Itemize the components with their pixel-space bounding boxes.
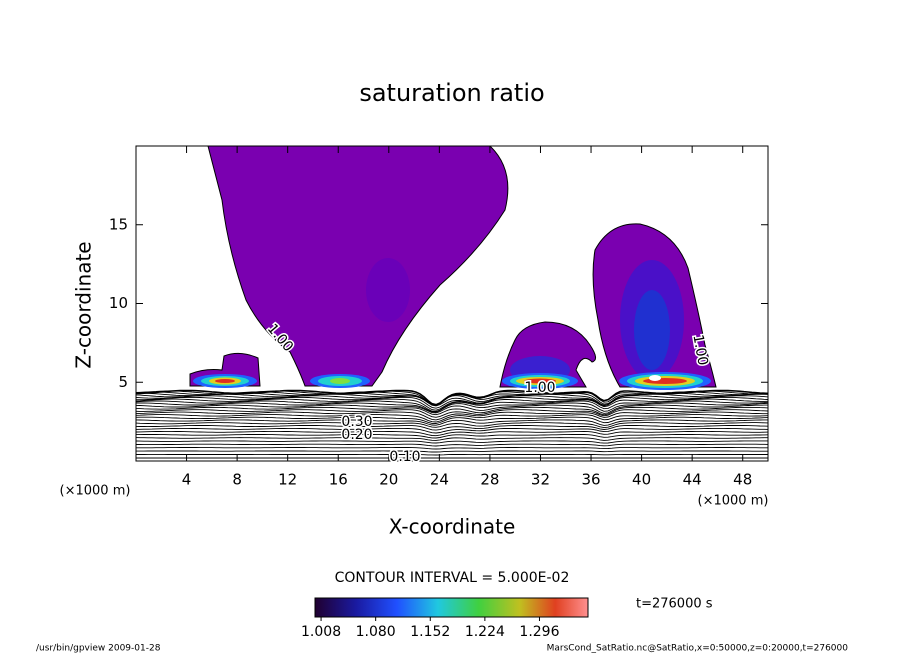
contour-line: [136, 425, 768, 431]
contour-line: [136, 414, 768, 423]
colorbar-tick-label: 1.224: [465, 624, 505, 640]
contour-interval: CONTOUR INTERVAL = 5.000E-02: [335, 570, 570, 586]
x-tick-label: 36: [581, 471, 600, 489]
contour-line: [136, 396, 768, 409]
contour-line: [136, 416, 768, 424]
x-tick-label: 32: [531, 471, 550, 489]
contour-line: [136, 430, 768, 437]
x-tick-label: 20: [379, 471, 398, 489]
y-tick-label: 5: [118, 373, 128, 391]
footer-right: MarsCond_SatRatio.nc@SatRatio,x=0:50000,…: [547, 644, 849, 654]
contour-line: [136, 393, 768, 406]
contour-line: [136, 427, 768, 434]
contour-line: [136, 419, 768, 426]
x-axis-title: X-coordinate: [389, 515, 516, 539]
x-unit: (×1000 m): [698, 494, 769, 509]
colorbar-tick-label: 1.152: [410, 624, 450, 640]
x-tick-label: 28: [480, 471, 499, 489]
colorbar: [314, 597, 589, 618]
contour-line: [136, 447, 768, 450]
contour-label: 0.10: [389, 449, 420, 465]
shaded-region: [634, 290, 670, 370]
x-tick-label: 8: [232, 471, 242, 489]
x-tick-label: 44: [683, 471, 702, 489]
colorbar-tick-label: 1.296: [519, 624, 559, 640]
contour-line: [136, 400, 768, 412]
x-tick-label: 16: [329, 471, 348, 489]
cores: [193, 372, 711, 390]
contour-line: [136, 406, 768, 416]
contour-line: [136, 422, 768, 429]
contour-lines: [136, 389, 768, 459]
y-unit: (×1000 m): [60, 484, 131, 499]
footer-left: /usr/bin/gpview 2009-01-28: [36, 644, 161, 654]
shaded-region: [366, 258, 410, 322]
x-tick-label: 40: [632, 471, 651, 489]
contour-line: [136, 392, 768, 405]
shaded-region: [207, 146, 509, 387]
time-label: t=276000 s: [636, 597, 713, 612]
contour-line: [136, 437, 768, 441]
colorbar-tick-label: 1.080: [356, 624, 396, 640]
contour-line: [136, 440, 768, 444]
y-tick-label: 15: [109, 215, 128, 233]
colorbar-tick-label: 1.008: [301, 624, 341, 640]
x-tick-label: 12: [278, 471, 297, 489]
contour-line: [136, 402, 768, 413]
contour-line: [136, 411, 768, 421]
chart-title: saturation ratio: [359, 79, 544, 107]
x-tick-label: 48: [733, 471, 752, 489]
contour-line: [136, 398, 768, 411]
contour-line: [136, 434, 768, 439]
contour-line: [136, 453, 768, 456]
contour-line: [136, 450, 768, 453]
y-tick-label: 10: [109, 294, 128, 312]
contour-label: 1.00: [524, 380, 555, 396]
y-axis-title: Z-coordinate: [72, 241, 96, 368]
contour-line: [136, 404, 768, 414]
field: [136, 146, 768, 459]
contour-label: 0.20: [341, 427, 372, 443]
contour-line: [136, 443, 768, 447]
contour-line: [136, 395, 768, 407]
x-tick-label: 24: [430, 471, 449, 489]
contour-label: 0.30: [341, 414, 372, 430]
x-tick-label: 4: [182, 471, 192, 489]
contour-line: [136, 409, 768, 418]
